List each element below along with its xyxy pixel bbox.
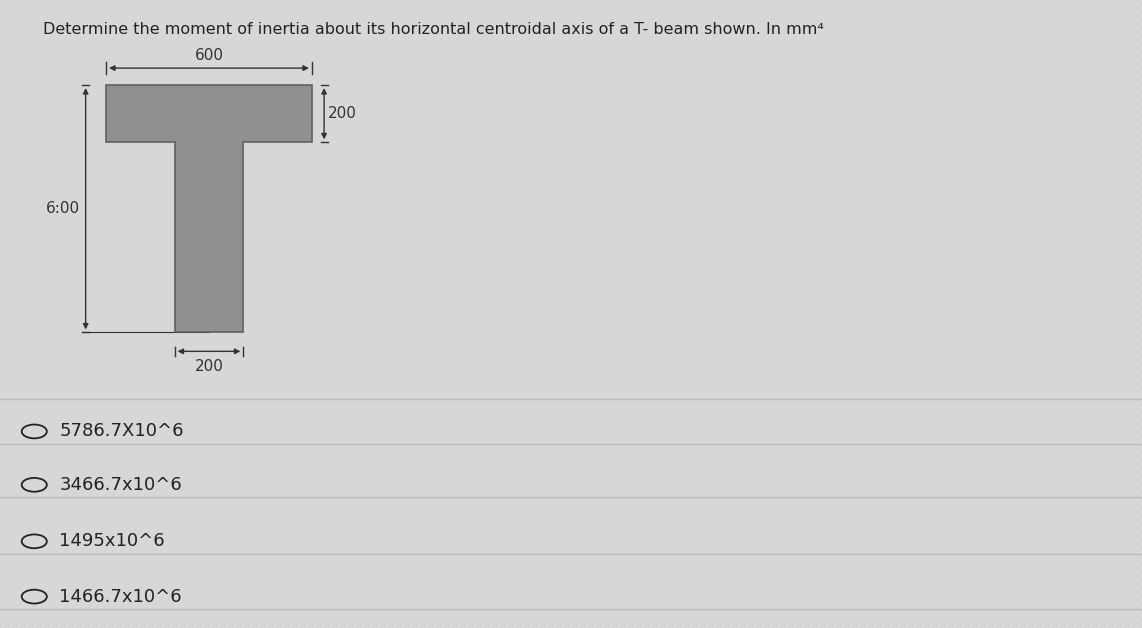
Text: Determine the moment of inertia about its horizontal centroidal axis of a T- bea: Determine the moment of inertia about it…: [43, 22, 825, 37]
Text: 3466.7x10^6: 3466.7x10^6: [59, 476, 182, 494]
Polygon shape: [106, 85, 312, 332]
Text: 600: 600: [194, 48, 224, 63]
Text: 6:00: 6:00: [46, 201, 80, 216]
Text: 5786.7X10^6: 5786.7X10^6: [59, 423, 184, 440]
Text: 1495x10^6: 1495x10^6: [59, 533, 164, 550]
Text: 1466.7x10^6: 1466.7x10^6: [59, 588, 182, 605]
Text: 200: 200: [328, 106, 357, 121]
Text: 200: 200: [194, 359, 224, 374]
